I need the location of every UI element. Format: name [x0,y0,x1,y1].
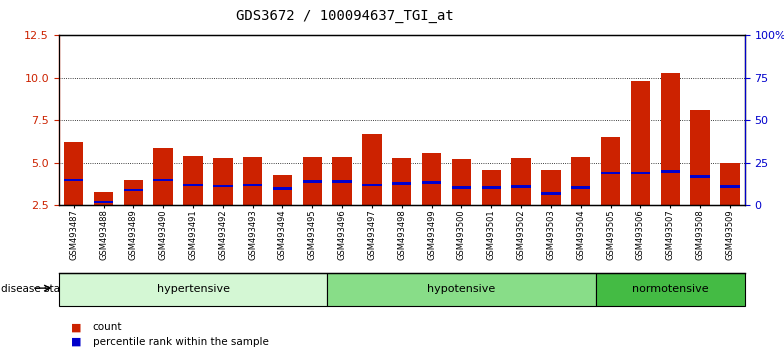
Text: ■: ■ [71,337,81,347]
Text: percentile rank within the sample: percentile rank within the sample [93,337,268,347]
Bar [64,142,83,205]
Bar [571,157,590,205]
Bar [720,163,739,205]
Bar [422,181,441,184]
Bar [154,148,173,205]
Bar [691,175,710,178]
Bar [94,201,113,203]
Bar [64,178,83,181]
Bar [601,172,620,174]
Bar [541,192,561,195]
Bar [213,158,233,205]
Text: count: count [93,322,122,332]
Bar [273,175,292,205]
Bar [601,137,620,205]
Bar [332,157,352,205]
Bar [481,186,501,189]
Bar [630,172,650,174]
Text: normotensive: normotensive [632,284,709,295]
Bar [661,73,680,205]
Bar [124,180,143,205]
Text: hypotensive: hypotensive [427,284,495,295]
Bar [124,189,143,191]
Bar [452,186,471,189]
Bar [511,158,531,205]
Bar [362,184,382,186]
Bar [571,186,590,189]
Bar [661,170,680,173]
Bar [541,170,561,205]
Bar [243,184,263,186]
Bar [630,81,650,205]
Bar [213,184,233,187]
Bar [720,185,739,188]
Bar [303,157,322,205]
Bar [362,134,382,205]
Text: GDS3672 / 100094637_TGI_at: GDS3672 / 100094637_TGI_at [236,9,454,23]
Bar [303,180,322,183]
Bar [332,180,352,183]
Bar [481,170,501,205]
Bar [691,110,710,205]
Bar [94,192,113,205]
Bar [511,185,531,188]
Bar [154,178,173,181]
Text: ■: ■ [71,322,81,332]
Bar [243,157,263,205]
Bar [183,184,203,186]
Bar [422,154,441,205]
Text: disease state: disease state [1,284,71,295]
Bar [392,158,412,205]
Bar [452,159,471,205]
Bar [273,187,292,190]
Text: hypertensive: hypertensive [157,284,230,295]
Bar [183,156,203,205]
Bar [392,182,412,184]
